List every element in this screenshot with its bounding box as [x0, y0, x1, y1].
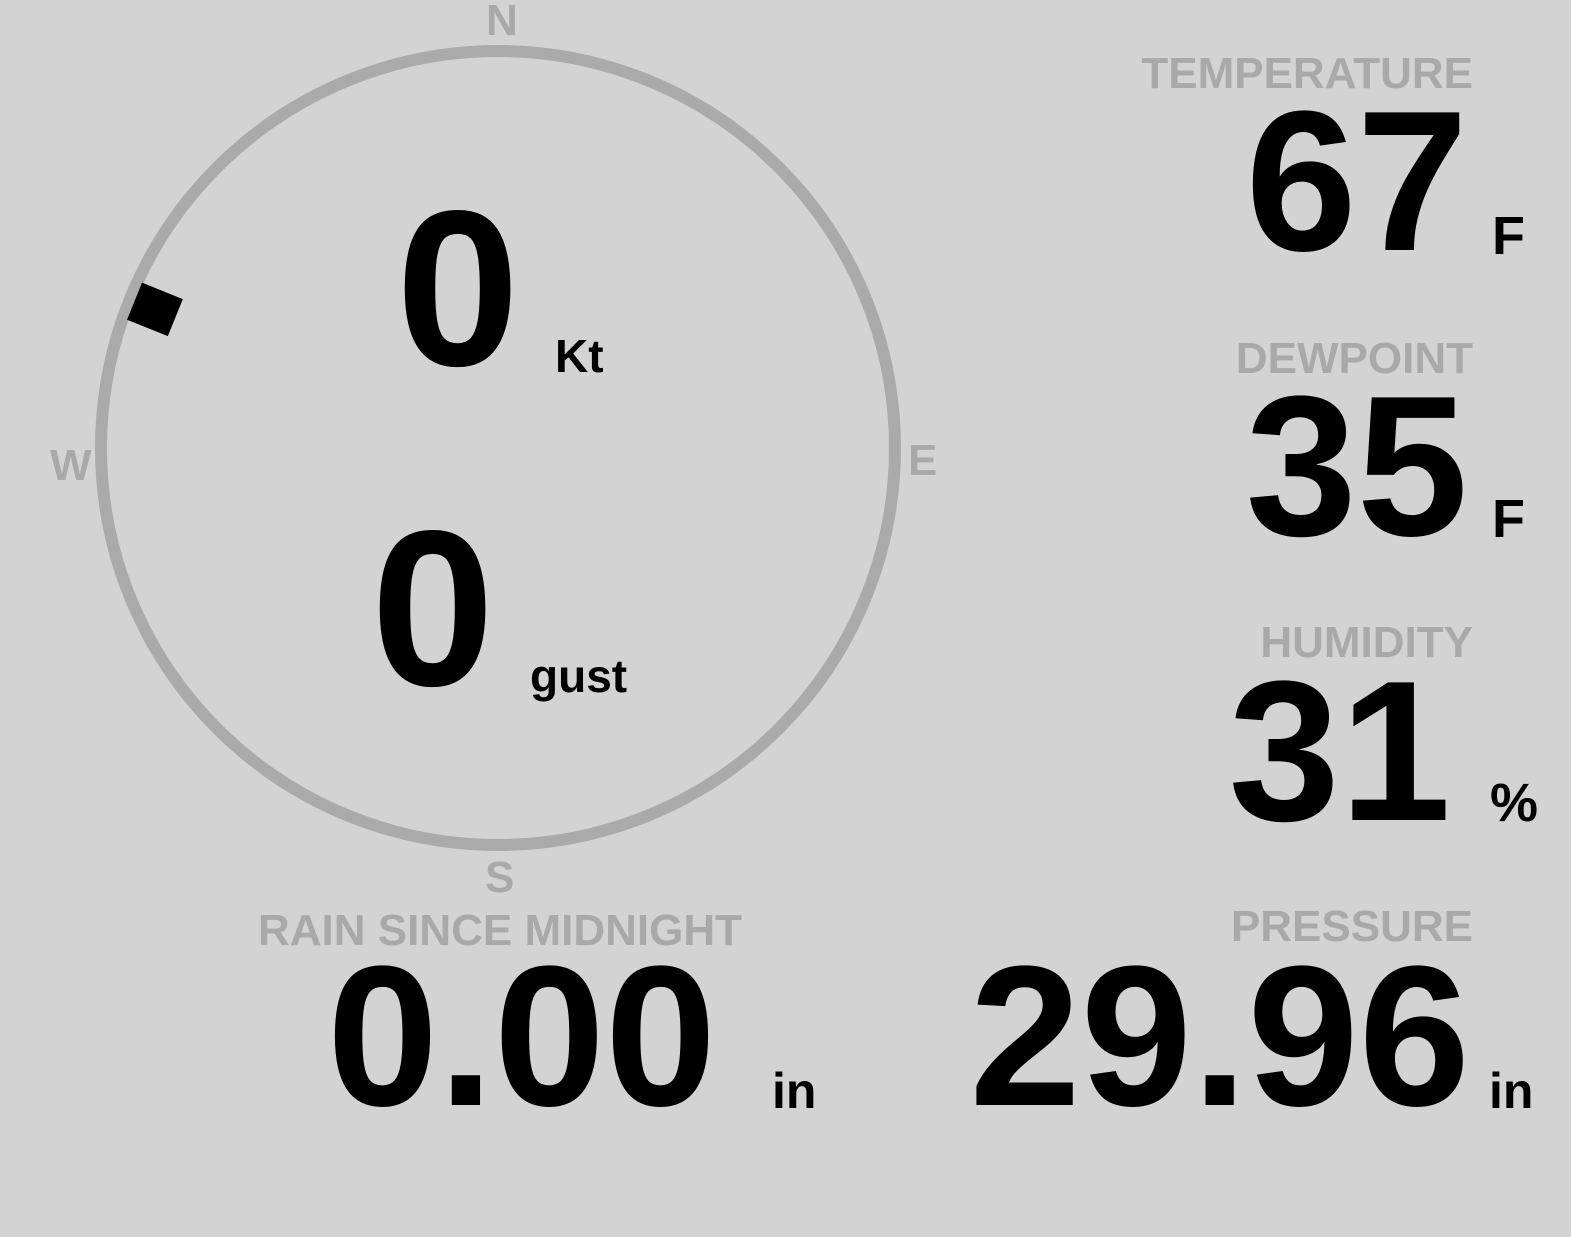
pressure-value: 29.96: [969, 925, 1471, 1148]
temperature-unit: F: [1492, 206, 1525, 266]
compass-east: E: [908, 436, 938, 485]
humidity-value: 31: [1228, 640, 1451, 863]
compass-south: S: [485, 853, 515, 902]
pressure-unit: in: [1489, 1063, 1534, 1119]
wind-gust-unit: gust: [530, 650, 628, 702]
humidity-unit: %: [1490, 773, 1539, 833]
dewpoint-label: DEWPOINT: [1235, 334, 1473, 383]
pressure-label: PRESSURE: [1230, 902, 1473, 951]
rain-unit: in: [772, 1063, 817, 1119]
compass-west: W: [50, 441, 92, 490]
rain-label: RAIN SINCE MIDNIGHT: [258, 906, 742, 955]
wind-speed-value: 0: [396, 165, 520, 413]
wind-gust-value: 0: [371, 485, 495, 733]
temperature-value: 67: [1245, 70, 1468, 293]
dewpoint-value: 35: [1245, 355, 1468, 578]
compass-north: N: [486, 0, 518, 45]
wind-speed-unit: Kt: [555, 330, 604, 382]
rain-value: 0.00: [327, 925, 717, 1148]
wind-direction-marker: [127, 282, 183, 337]
compass-ring: [95, 45, 901, 851]
humidity-label: HUMIDITY: [1260, 618, 1473, 667]
dewpoint-unit: F: [1492, 489, 1525, 549]
temperature-label: TEMPERATURE: [1141, 49, 1473, 98]
